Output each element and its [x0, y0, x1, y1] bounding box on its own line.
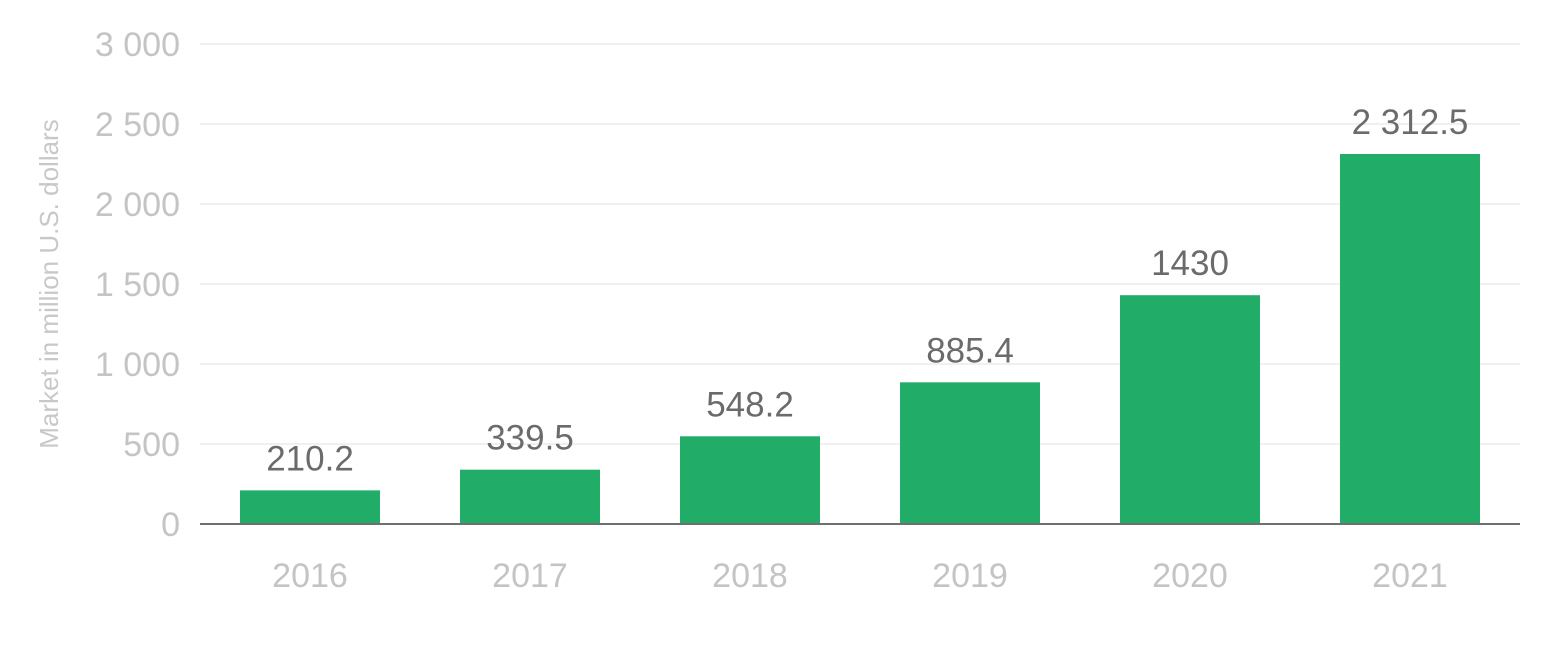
data-label: 339.5 [486, 419, 574, 458]
bar[interactable] [240, 490, 380, 524]
bar[interactable] [900, 382, 1040, 524]
data-label: 210.2 [266, 439, 354, 478]
y-tick-label: 2 000 [95, 186, 180, 224]
y-tick-label: 1 500 [95, 266, 180, 304]
data-labels: 210.2 339.5 548.2 885.4 1430 2 312.5 [266, 103, 1468, 478]
y-axis-label: Market in million U.S. dollars [34, 119, 64, 448]
x-tick-label: 2016 [272, 557, 348, 595]
bar[interactable] [680, 436, 820, 524]
y-tick-label: 1 000 [95, 346, 180, 384]
data-label: 885.4 [926, 331, 1014, 370]
data-label: 548.2 [706, 385, 794, 424]
data-label: 2 312.5 [1352, 103, 1469, 142]
x-tick-label: 2017 [492, 557, 568, 595]
y-tick-label: 2 500 [95, 106, 180, 144]
x-tick-label: 2018 [712, 557, 788, 595]
grid-lines [200, 43, 1520, 445]
x-tick-labels: 2016 2017 2018 2019 2020 2021 [272, 557, 1448, 595]
y-tick-label: 3 000 [95, 26, 180, 64]
x-tick-label: 2021 [1372, 557, 1448, 595]
bar[interactable] [1340, 154, 1480, 524]
bars [240, 154, 1480, 524]
y-tick-label: 500 [123, 426, 180, 464]
data-label: 1430 [1151, 244, 1229, 283]
y-tick-label: 0 [161, 506, 180, 544]
bar[interactable] [1120, 295, 1260, 524]
bar[interactable] [460, 469, 600, 524]
x-tick-label: 2019 [932, 557, 1008, 595]
x-tick-label: 2020 [1152, 557, 1228, 595]
y-tick-labels: 0 500 1 000 1 500 2 000 2 500 3 000 [95, 26, 180, 544]
